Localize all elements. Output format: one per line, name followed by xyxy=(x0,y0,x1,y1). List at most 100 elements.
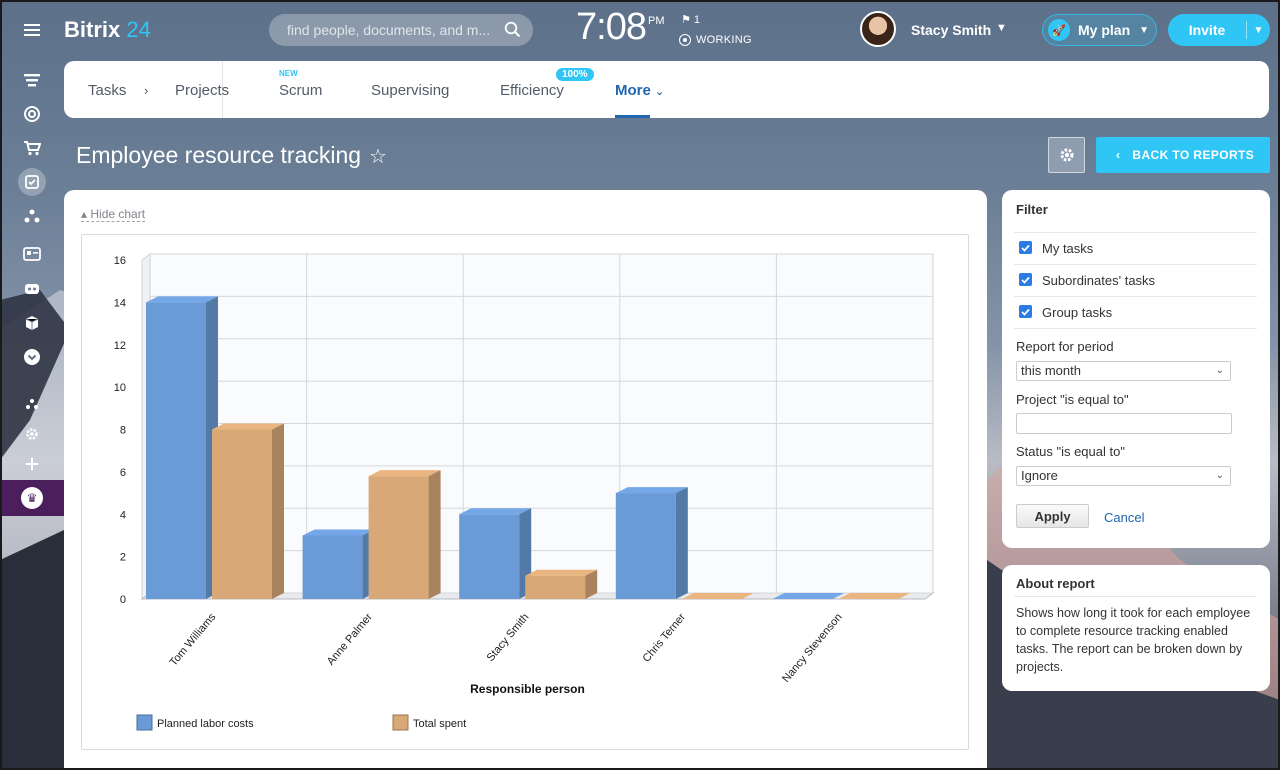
more-chevron-down-icon: ⌄ xyxy=(655,86,665,98)
tab-bar: Tasks › Projects NEW Scrum Supervising 1… xyxy=(64,61,1269,118)
crown-icon[interactable]: ♛ xyxy=(0,480,64,516)
checkbox-my-tasks[interactable] xyxy=(1019,241,1032,254)
search-icon[interactable] xyxy=(504,21,521,38)
period-select[interactable]: this month ⌄ xyxy=(1016,361,1231,381)
feed-icon[interactable] xyxy=(18,66,46,94)
back-to-reports-button[interactable]: ‹ BACK TO REPORTS xyxy=(1096,137,1270,173)
about-title: About report xyxy=(1016,576,1095,591)
work-status[interactable]: WORKING xyxy=(679,34,752,46)
tab-supervising[interactable]: Supervising xyxy=(371,82,450,99)
period-label: Report for period xyxy=(1016,339,1114,354)
x-tick-label: Nancy Stevenson xyxy=(780,611,845,685)
tab-tasks[interactable]: Tasks xyxy=(88,82,127,99)
more-chevron-icon[interactable] xyxy=(18,343,46,371)
tab-scrum[interactable]: Scrum xyxy=(279,82,323,99)
bar-side xyxy=(272,423,284,599)
bar-top xyxy=(368,470,441,477)
flag-counter[interactable]: ⚑ 1 xyxy=(681,14,701,26)
bar-top xyxy=(681,593,754,599)
y-tick-label: 14 xyxy=(114,297,126,309)
apply-button[interactable]: Apply xyxy=(1016,504,1089,528)
favorite-star-icon[interactable]: ☆ xyxy=(369,146,387,168)
menu-icon[interactable] xyxy=(18,16,46,44)
chevron-down-icon: ▼ xyxy=(1139,24,1150,36)
checkbox-group-tasks[interactable] xyxy=(1019,305,1032,318)
rocket-icon: 🚀 xyxy=(1048,19,1070,41)
invite-button[interactable]: Invite ▼ xyxy=(1168,14,1270,46)
x-tick-label: Anne Palmer xyxy=(325,611,375,668)
y-tick-label: 10 xyxy=(114,382,126,394)
filter-title: Filter xyxy=(1016,202,1048,217)
bar-side xyxy=(428,470,441,599)
y-tick-label: 4 xyxy=(120,509,126,521)
y-tick-label: 2 xyxy=(120,552,126,564)
legend-swatch xyxy=(136,714,153,731)
user-chevron-down-icon[interactable]: ▼ xyxy=(996,22,1007,34)
gear-icon xyxy=(1060,148,1073,162)
project-label: Project "is equal to" xyxy=(1016,392,1129,407)
add-icon[interactable] xyxy=(18,450,46,478)
efficiency-badge: 100% xyxy=(556,68,594,81)
chart-panel: ▴ Hide chart 0 2 4 6 8 10 12 14 16 Tom Williams An… xyxy=(64,190,987,770)
breadcrumb-chevron-icon: › xyxy=(144,83,149,98)
tab-efficiency[interactable]: Efficiency xyxy=(500,82,564,99)
search-input[interactable] xyxy=(269,14,499,46)
invite-chevron-down-icon[interactable]: ▼ xyxy=(1253,24,1264,36)
bar-top xyxy=(772,593,845,599)
cart-icon[interactable] xyxy=(18,134,46,162)
target-icon[interactable] xyxy=(18,100,46,128)
settings-button[interactable] xyxy=(1048,137,1085,173)
chevron-left-icon: ‹ xyxy=(1116,148,1121,162)
bar-side xyxy=(585,569,598,599)
bar-top xyxy=(615,487,688,494)
tab-projects[interactable]: Projects xyxy=(175,82,230,99)
clock-time[interactable]: 7:08 xyxy=(576,6,647,48)
status-dot-icon xyxy=(679,34,691,46)
sites-icon[interactable] xyxy=(18,203,46,231)
legend-label: Planned labor costs xyxy=(157,718,254,730)
tasks-icon[interactable] xyxy=(18,168,46,196)
bar-top xyxy=(146,296,218,303)
bar xyxy=(615,493,676,599)
x-tick-label: Tom Williams xyxy=(167,611,218,669)
settings-icon[interactable] xyxy=(18,420,46,448)
left-sidebar: ♛ xyxy=(0,0,64,770)
select-chevron-down-icon: ⌄ xyxy=(1215,365,1224,376)
bar-top xyxy=(302,529,375,536)
bar xyxy=(302,535,363,599)
about-report-panel: About report Shows how long it took for … xyxy=(1002,565,1270,691)
tab-more[interactable]: More ⌄ xyxy=(615,82,665,99)
y-tick-label: 0 xyxy=(120,594,126,606)
structure-icon[interactable] xyxy=(18,390,46,418)
my-plan-button[interactable]: 🚀 My plan ▼ xyxy=(1042,14,1157,46)
status-label: Status "is equal to" xyxy=(1016,444,1125,459)
checkbox-label: Group tasks xyxy=(1042,305,1113,320)
user-avatar[interactable] xyxy=(860,11,896,47)
select-chevron-down-icon: ⌄ xyxy=(1215,470,1224,481)
search-bar[interactable] xyxy=(269,14,533,46)
y-tick-label: 6 xyxy=(120,467,126,479)
bar-top xyxy=(525,569,598,576)
new-badge: NEW xyxy=(279,69,298,78)
legend-swatch xyxy=(392,714,409,731)
bitrix-logo[interactable]: Bitrix 24 xyxy=(64,17,151,42)
bar-chart: 0 2 4 6 8 10 12 14 16 Tom Williams Anne Palmer Stac… xyxy=(114,253,935,731)
status-select[interactable]: Ignore ⌄ xyxy=(1016,466,1231,486)
box-icon[interactable] xyxy=(18,309,46,337)
legend-label: Total spent xyxy=(413,718,466,730)
user-name[interactable]: Stacy Smith xyxy=(911,22,992,38)
robot-icon[interactable] xyxy=(18,274,46,302)
bar xyxy=(368,476,429,599)
y-tick-label: 16 xyxy=(114,255,126,267)
x-tick-label: Chris Terner xyxy=(641,611,689,665)
cancel-link[interactable]: Cancel xyxy=(1104,510,1145,525)
contact-center-icon[interactable] xyxy=(18,240,46,268)
y-tick-label: 8 xyxy=(120,425,126,437)
x-tick-label: Stacy Smith xyxy=(485,611,532,664)
hide-chart-link[interactable]: ▴ Hide chart xyxy=(81,207,146,222)
project-input[interactable] xyxy=(1016,413,1232,434)
bar xyxy=(212,429,272,599)
checkbox-subordinates-tasks[interactable] xyxy=(1019,273,1032,286)
bar-side xyxy=(675,487,688,599)
bar xyxy=(459,514,520,599)
